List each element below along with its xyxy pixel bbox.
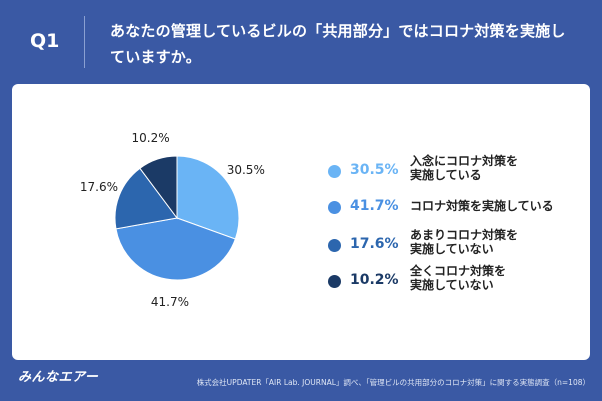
legend-label: 入念にコロナ対策を 実施している [410, 154, 580, 182]
legend-label-line: 全くコロナ対策を [410, 264, 507, 278]
chart-card: 30.5% 41.7% 17.6% 10.2% 30.5% 入念にコロナ対策を 実施し… [12, 84, 590, 360]
legend-label-line: あまりコロナ対策を [410, 228, 519, 242]
legend-item: 10.2% 全くコロナ対策を 実施していない [328, 264, 588, 300]
legend-label: コロナ対策を実施している [410, 199, 580, 213]
question-text: あなたの管理しているビルの「共用部分」ではコロナ対策を実施していますか。 [110, 22, 566, 66]
slice-value-label: 17.6% [79, 180, 119, 195]
pie-slice [176, 155, 240, 240]
legend-label-line: コロナ対策を実施している [410, 199, 554, 213]
pie-slice [139, 155, 178, 220]
legend-label: 全くコロナ対策を 実施していない [410, 264, 580, 292]
header-divider [84, 16, 85, 68]
legend-label-line: 実施していない [410, 242, 494, 256]
question-header: Q1 あなたの管理しているビルの「共用部分」ではコロナ対策を実施していますか。 [0, 0, 602, 82]
pie-slice [114, 167, 178, 230]
legend-item: 30.5% 入念にコロナ対策を 実施している [328, 154, 588, 190]
legend-percent: 41.7% [350, 198, 399, 214]
pie-chart [114, 155, 240, 281]
question-number: Q1 [30, 30, 60, 52]
legend-label-line: 実施していない [410, 278, 494, 292]
slice-value-label: 41.7% [150, 294, 189, 309]
legend-percent: 30.5% [350, 162, 399, 178]
legend-item: 17.6% あまりコロナ対策を 実施していない [328, 228, 588, 264]
legend-label-line: 入念にコロナ対策を [410, 154, 519, 168]
legend-percent: 17.6% [350, 236, 399, 252]
pie-slice [115, 217, 236, 281]
legend-swatch [328, 239, 341, 252]
slice-value-label: 10.2% [131, 131, 170, 146]
slice-value-label: 30.5% [226, 162, 265, 177]
legend-item: 41.7% コロナ対策を実施している [328, 190, 588, 226]
legend-label-line: 実施している [410, 168, 482, 182]
source-note: 株式会社UPDATER「AIR Lab. JOURNAL」調べ、「管理ビルの共用… [196, 378, 590, 387]
legend-swatch [328, 201, 341, 214]
legend-swatch [328, 165, 341, 178]
brand-logo: みんなエアー [18, 370, 99, 385]
legend-swatch [328, 275, 341, 288]
legend-label: あまりコロナ対策を 実施していない [410, 228, 580, 256]
legend-percent: 10.2% [350, 272, 399, 288]
